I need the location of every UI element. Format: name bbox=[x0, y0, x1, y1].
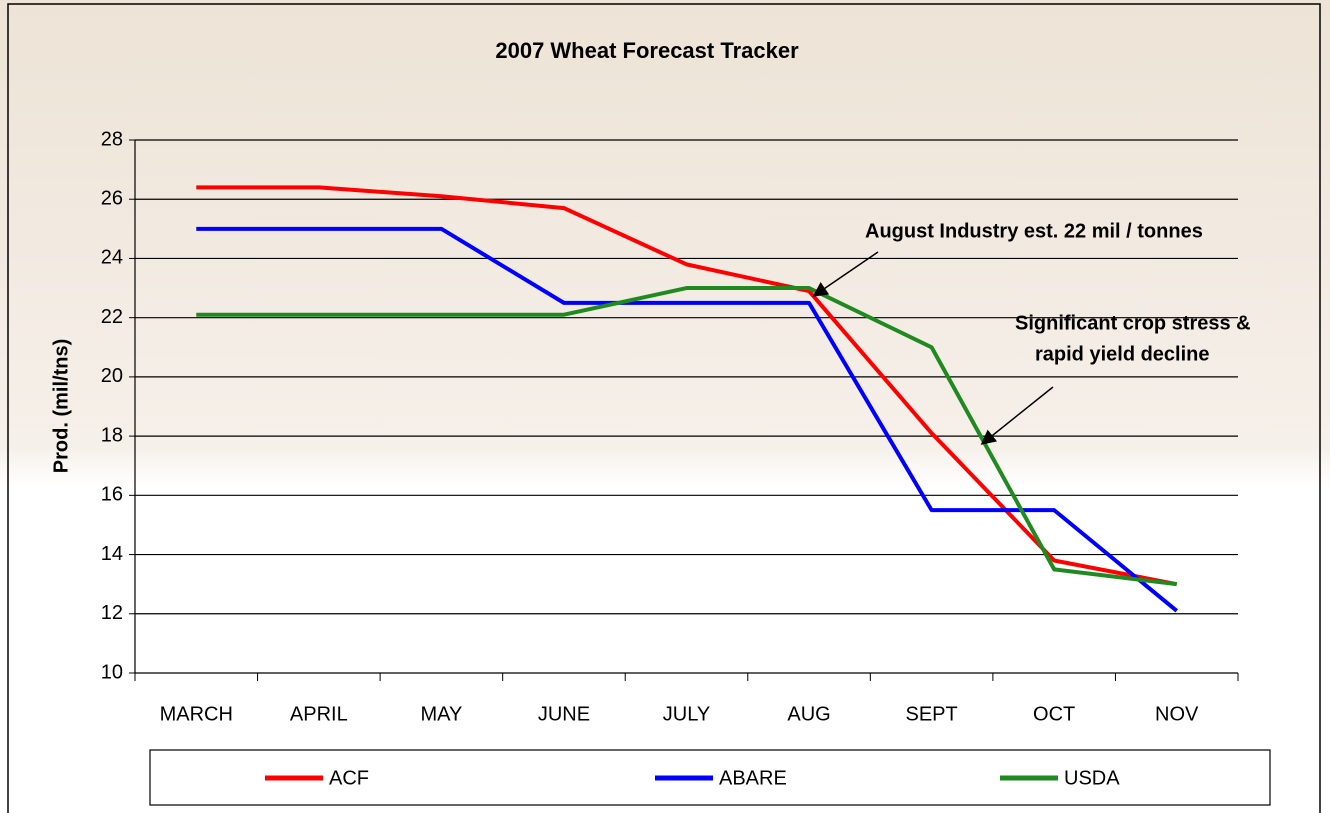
x-tick-label: APRIL bbox=[290, 703, 348, 725]
annotation: August Industry est. 22 mil / tonnes bbox=[865, 220, 1203, 242]
series-line bbox=[196, 226, 1178, 613]
y-tick-label: 28 bbox=[101, 128, 123, 150]
x-tick-label: JULY bbox=[663, 703, 710, 725]
legend-label: ACF bbox=[329, 767, 369, 789]
y-tick-label: 26 bbox=[101, 188, 123, 210]
x-tick-label: MAY bbox=[420, 703, 462, 725]
y-axis-label: Prod. (mil/tns) bbox=[50, 339, 72, 473]
x-tick-label: AUG bbox=[787, 703, 830, 725]
y-tick-label: 18 bbox=[101, 424, 123, 446]
y-tick-label: 22 bbox=[101, 306, 123, 328]
chart-frame bbox=[7, 3, 1321, 813]
annotation-arrow bbox=[812, 251, 879, 297]
x-tick-label: JUNE bbox=[538, 703, 590, 725]
legend-label: ABARE bbox=[719, 767, 787, 789]
x-tick-label: NOV bbox=[1155, 703, 1199, 725]
annotation: Significant crop stress & bbox=[1015, 312, 1251, 334]
y-tick-label: 14 bbox=[101, 543, 123, 565]
y-tick-label: 12 bbox=[101, 602, 123, 624]
chart-title: 2007 Wheat Forecast Tracker bbox=[495, 38, 799, 63]
legend-label: USDA bbox=[1064, 767, 1120, 789]
plot-area: 10 12 14 16 18 20 22 24 26 28 MARCH APRIL MAY JUNE JUL… bbox=[101, 128, 1239, 725]
y-tick-label: 24 bbox=[101, 247, 123, 269]
y-tick-label: 16 bbox=[101, 484, 123, 506]
y-tick-label: 20 bbox=[101, 365, 123, 387]
x-tick-label: MARCH bbox=[160, 703, 233, 725]
y-tick-label: 10 bbox=[101, 661, 123, 683]
series-line bbox=[196, 185, 1178, 587]
x-tick-label: OCT bbox=[1033, 703, 1075, 725]
series-line bbox=[196, 286, 1177, 587]
annotation: rapid yield decline bbox=[1035, 343, 1210, 365]
x-tick-label: SEPT bbox=[905, 703, 957, 725]
annotation-arrow bbox=[980, 386, 1054, 445]
